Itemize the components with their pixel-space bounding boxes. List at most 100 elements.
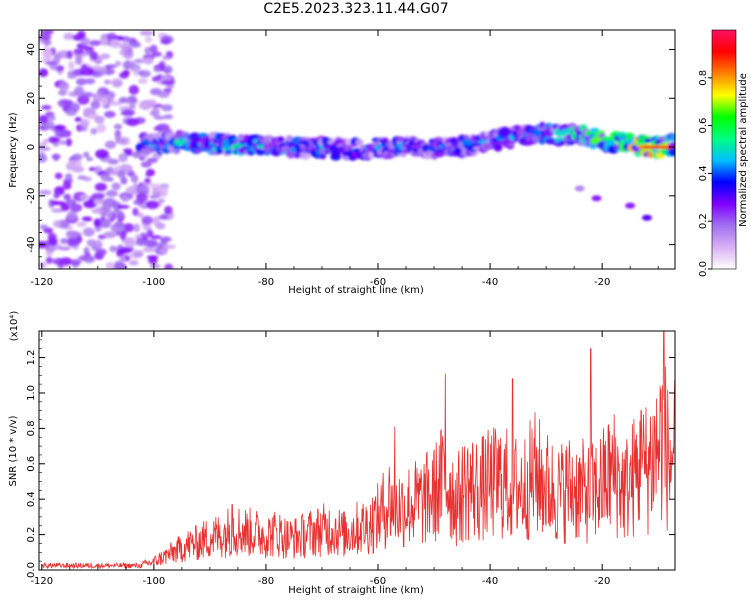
noise-blob <box>99 53 111 60</box>
noise-blob <box>47 115 56 121</box>
noise-blob <box>149 263 161 269</box>
noise-blob <box>113 81 123 86</box>
noise-blob <box>100 97 108 106</box>
noise-blob <box>137 212 144 218</box>
noise-blob <box>153 67 162 73</box>
noise-blob <box>132 207 139 217</box>
x-tick-label: -100 <box>143 277 166 288</box>
noise-blob <box>57 98 71 108</box>
colorbar-label: Normalized spectral amplitude <box>738 73 749 227</box>
noise-blob <box>146 229 154 238</box>
noise-blob <box>135 192 148 202</box>
noise-blob <box>109 245 117 253</box>
secondary-blob <box>591 195 602 202</box>
noise-blob <box>45 249 53 257</box>
ridge-blob <box>173 145 181 151</box>
colorbar-tick-label: 0.4 <box>698 165 709 181</box>
noise-blob <box>52 153 60 162</box>
noise-blob <box>126 118 140 127</box>
noise-blob <box>80 37 91 46</box>
colorbar-tick-label: 0.6 <box>698 118 709 134</box>
noise-blob <box>75 55 83 66</box>
noise-blob <box>54 128 67 139</box>
noise-blob <box>63 32 75 41</box>
noise-blob <box>93 239 103 250</box>
noise-blob <box>157 91 170 99</box>
noise-blob <box>96 123 107 133</box>
noise-blob <box>45 61 58 66</box>
noise-blob <box>108 101 123 106</box>
snr-x-axis: -120 -100 -80 -60 -40 -20 <box>30 331 659 587</box>
y-tick-label: 40 <box>26 43 37 56</box>
noise-blob <box>59 140 67 145</box>
noise-blob <box>162 55 171 60</box>
noise-blob <box>100 66 108 73</box>
noise-blob <box>39 224 49 230</box>
noise-blob <box>134 234 143 239</box>
noise-blob <box>79 194 90 200</box>
noise-blob <box>159 248 168 254</box>
noise-blob <box>130 174 139 183</box>
noise-blob <box>120 110 132 116</box>
x-tick-label: -100 <box>143 576 166 587</box>
noise-blob <box>104 140 117 150</box>
ridge-blob <box>493 144 503 152</box>
noise-blob <box>39 189 52 196</box>
noise-blob <box>139 30 154 36</box>
noise-blob <box>119 255 126 263</box>
noise-blob <box>117 169 126 179</box>
noise-blob <box>66 210 78 221</box>
noise-blob <box>116 204 130 209</box>
noise-blob <box>119 42 132 51</box>
noise-blob <box>145 36 153 43</box>
y-tick-label: 1.2 <box>26 350 37 366</box>
noise-blob <box>52 257 67 266</box>
noise-blob <box>146 157 158 164</box>
ridge-core <box>664 145 673 149</box>
noise-blob <box>144 177 151 184</box>
ridge-blob <box>140 148 153 155</box>
noise-blob <box>119 263 128 269</box>
noise-blob <box>150 235 162 240</box>
secondary-blob <box>574 185 585 192</box>
ridge-blob <box>355 138 364 147</box>
spectrogram-y-axis: -40 -20 0 20 40 <box>26 36 675 270</box>
noise-blob <box>144 100 157 107</box>
noise-blob <box>65 138 73 147</box>
noise-blob <box>59 238 70 245</box>
noise-blob <box>39 262 47 268</box>
noise-blob <box>128 260 139 266</box>
ridge-blob <box>512 125 523 130</box>
noise-blob <box>104 110 116 118</box>
x-tick-label: -120 <box>30 277 53 288</box>
noise-blob <box>79 119 90 127</box>
x-tick-label: -80 <box>258 576 274 587</box>
noise-blob <box>128 84 140 95</box>
noise-blob <box>42 47 51 53</box>
noise-blob <box>140 161 152 168</box>
noise-blob <box>161 80 174 86</box>
y-tick-label: 1.0 <box>26 385 37 401</box>
y-tick-label: 20 <box>26 92 37 105</box>
noise-blob <box>58 246 71 251</box>
noise-blob <box>141 215 153 225</box>
noise-blob <box>71 153 83 161</box>
noise-blob <box>84 46 94 53</box>
spectrogram-y-label: Frequency (Hz) <box>8 112 19 188</box>
snr-frame <box>38 330 676 571</box>
noise-blob <box>166 84 175 89</box>
noise-blob <box>160 39 171 45</box>
snr-x-label: Height of straight line (km) <box>288 585 424 596</box>
noise-blob <box>90 100 101 110</box>
spectrogram-panel: -120 -100 -80 -60 -40 -20 -40 -20 0 20 40 Height … <box>8 29 676 296</box>
noise-blob <box>157 198 166 203</box>
noise-blob <box>161 104 173 112</box>
noise-blob <box>105 190 119 197</box>
noise-blob <box>77 30 86 40</box>
noise-blob <box>155 222 166 230</box>
y-tick-label: 0.4 <box>26 491 37 507</box>
noise-blob <box>99 216 106 221</box>
noise-blob <box>122 223 135 233</box>
noise-blob <box>93 218 101 228</box>
noise-blob <box>138 70 145 75</box>
